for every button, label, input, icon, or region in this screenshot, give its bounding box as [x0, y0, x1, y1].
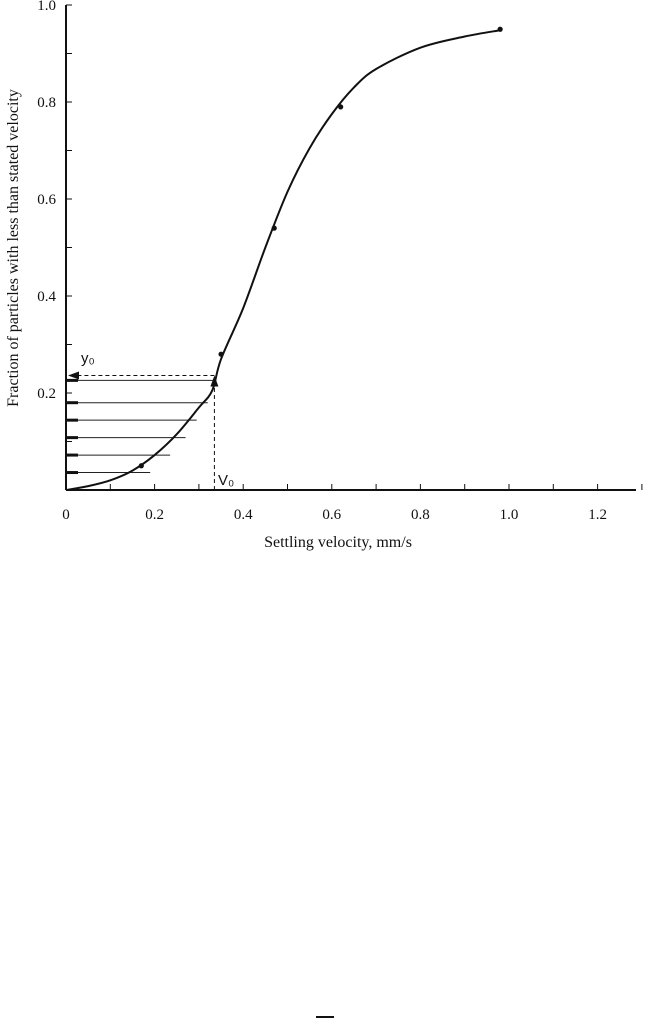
- y0-label: y₀: [81, 350, 95, 367]
- x-tick-label: 0.2: [145, 507, 164, 523]
- data-point: [338, 104, 344, 110]
- cumulative-curve: [65, 29, 501, 491]
- x-tick-label: 0.4: [234, 507, 253, 523]
- curve-line: [65, 29, 501, 491]
- data-points: [138, 26, 503, 469]
- y-tick-label: 0.2: [37, 386, 56, 402]
- data-point: [271, 225, 277, 231]
- page-mark: [316, 1016, 334, 1018]
- x-tick-label: 1.0: [500, 507, 519, 523]
- x-tick-label: 0.8: [411, 507, 430, 523]
- data-point: [218, 351, 224, 357]
- ticks: 0.2 0.4 0.6 0.8 1.0 0 0.2 0.4 0.6 0.8 1.0 1.2: [37, 0, 643, 523]
- x-tick-label: 0.6: [322, 507, 341, 523]
- axes: [65, 5, 636, 491]
- x-tick-label: 1.2: [588, 507, 607, 523]
- data-point: [138, 463, 144, 469]
- v0-label: V₀: [218, 472, 234, 489]
- y-tick-label: 1.0: [37, 0, 56, 14]
- y-tick-label: 0.6: [37, 192, 56, 208]
- y-tick-label: 0.4: [37, 289, 56, 305]
- x-tick-label: 0: [62, 507, 70, 523]
- x-axis-title: Settling velocity, mm/s: [264, 534, 412, 551]
- y-tick-label: 0.8: [37, 95, 56, 111]
- y-axis-title: Fraction of particles with less than sta…: [5, 89, 22, 407]
- data-point: [497, 26, 503, 32]
- increment-lines: [66, 378, 215, 475]
- y0-arrowhead: [68, 371, 79, 380]
